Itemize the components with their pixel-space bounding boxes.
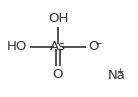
Text: −: − — [94, 38, 102, 47]
Text: O: O — [53, 68, 63, 81]
Text: O: O — [88, 40, 99, 53]
Text: Na: Na — [108, 69, 126, 82]
Text: +: + — [116, 67, 124, 76]
Text: As: As — [50, 40, 66, 53]
Text: HO: HO — [7, 40, 28, 53]
Text: OH: OH — [48, 12, 68, 25]
